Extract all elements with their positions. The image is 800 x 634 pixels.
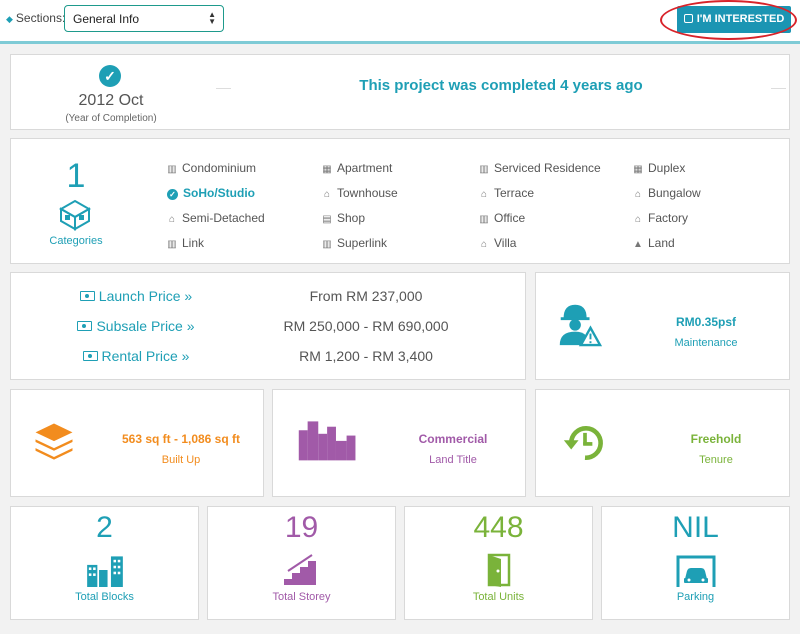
category-serviced-residence: ▥ Serviced Residence (479, 161, 601, 175)
superlink-icon: ▥ (322, 239, 332, 250)
completion-card: ✓ 2012 Oct (Year of Completion) This pro… (10, 54, 790, 130)
parking-garage-icon (676, 555, 715, 587)
total-units-value: 448 (473, 511, 524, 544)
door-icon (487, 553, 510, 587)
terrace-icon: ⌂ (480, 189, 488, 200)
semi-detached-icon: ⌂ (168, 214, 176, 225)
category-superlink: ▥ Superlink (322, 236, 388, 250)
building-icon: ▥ (167, 164, 177, 175)
launch-price-link[interactable]: Launch Price » (61, 288, 211, 304)
tenure-card: Freehold Tenure (535, 389, 790, 497)
sections-label: ◆ Sections: (6, 11, 66, 25)
rental-price-link[interactable]: Rental Price » (61, 348, 211, 364)
total-blocks-label: Total Blocks (75, 591, 134, 603)
completion-message: This project was completed 4 years ago (231, 77, 771, 94)
total-storey-label: Total Storey (272, 591, 331, 603)
category-apartment: ▦ Apartment (322, 161, 393, 175)
cash-icon (79, 291, 95, 301)
land-title-label: Land Title (429, 454, 477, 466)
categories-count: 1 (66, 157, 86, 195)
subsale-price-value: RM 250,000 - RM 690,000 (283, 318, 449, 334)
launch-price-value: From RM 237,000 (309, 288, 423, 304)
category-land: ▲ Land (633, 236, 675, 250)
house-icon: ⌂ (634, 189, 642, 200)
apartment-icon: ▦ (322, 164, 332, 175)
category-bungalow: ⌂ Bungalow (634, 186, 701, 200)
built-up-card: 563 sq ft - 1,086 sq ft Built Up (10, 389, 264, 497)
total-units-card: 448 Total Units (404, 506, 593, 620)
category-duplex: ▦ Duplex (633, 161, 686, 175)
total-blocks-value: 2 (96, 511, 113, 544)
check-circle-icon: ✓ (99, 65, 121, 87)
built-up-value: 563 sq ft - 1,086 sq ft (121, 432, 241, 446)
categories-icon (58, 199, 92, 231)
sort-arrows-icon: ◆ (6, 14, 13, 24)
category-office: ▥ Office (479, 211, 526, 225)
link-house-icon: ▥ (167, 239, 177, 250)
category-condominium: ▥ Condominium (167, 161, 257, 175)
blocks-icon (86, 556, 123, 587)
category-link: ▥ Link (167, 236, 205, 250)
category-shop: ▤ Shop (322, 211, 366, 225)
total-storey-card: 19 Total Storey (207, 506, 396, 620)
completion-year: 2012 Oct (78, 92, 144, 109)
sections-select[interactable]: General Info ▲ ▼ (64, 5, 224, 32)
prices-card: Launch Price » From RM 237,000 Subsale P… (10, 272, 526, 380)
cash-icon (82, 351, 98, 361)
maintenance-value: RM0.35psf (675, 315, 737, 329)
completion-year-caption: (Year of Completion) (65, 113, 157, 124)
townhouse-icon: ⌂ (323, 189, 331, 200)
category-terrace: ⌂ Terrace (480, 186, 535, 200)
top-bar: ◆ Sections: General Info ▲ ▼ I'M INTERESTE… (0, 0, 800, 44)
categories-card: 1 Categories ▥ Condominium ▦ Apartment ▥ Se… (10, 138, 790, 264)
categories-label: Categories (49, 235, 103, 247)
shop-icon: ▤ (322, 214, 332, 225)
highlight-circle (660, 0, 797, 40)
land-title-value: Commercial (418, 432, 488, 446)
check-circle-icon: ✓ (167, 189, 178, 200)
maintenance-label: Maintenance (674, 337, 738, 349)
office-icon: ▥ (479, 214, 489, 225)
rental-price-value: RM 1,200 - RM 3,400 (299, 348, 433, 364)
cash-icon (77, 321, 93, 331)
worker-warning-icon (559, 304, 602, 347)
parking-value: NIL (672, 511, 719, 544)
duplex-icon: ▦ (633, 164, 643, 175)
tenure-label: Tenure (699, 454, 733, 466)
parking-card: NIL Parking (601, 506, 790, 620)
serviced-residence-icon: ▥ (479, 164, 489, 175)
layers-icon (35, 423, 73, 460)
built-up-label: Built Up (161, 454, 201, 466)
total-blocks-card: 2 Total Blocks (10, 506, 199, 620)
villa-icon: ⌂ (480, 239, 488, 250)
tenure-value: Freehold (690, 432, 742, 446)
parking-label: Parking (676, 591, 715, 603)
total-units-label: Total Units (472, 591, 525, 603)
clock-history-icon (563, 426, 603, 461)
land-icon: ▲ (633, 239, 643, 250)
city-buildings-icon (298, 421, 356, 461)
stairs-icon (283, 554, 316, 585)
maintenance-card: RM0.35psf Maintenance (535, 272, 790, 380)
total-storey-value: 19 (284, 511, 319, 544)
subsale-price-link[interactable]: Subsale Price » (61, 318, 211, 334)
category-semi-detached: ⌂ Semi-Detached (168, 211, 265, 225)
select-caret-icon: ▲ ▼ (208, 10, 216, 26)
category-factory: ⌂ Factory (634, 211, 689, 225)
land-title-card: Commercial Land Title (272, 389, 526, 497)
factory-icon: ⌂ (634, 214, 642, 225)
category-villa: ⌂ Villa (480, 236, 517, 250)
category-townhouse: ⌂ Townhouse (323, 186, 398, 200)
category-soho-studio: ✓ SoHo/Studio (167, 186, 255, 200)
